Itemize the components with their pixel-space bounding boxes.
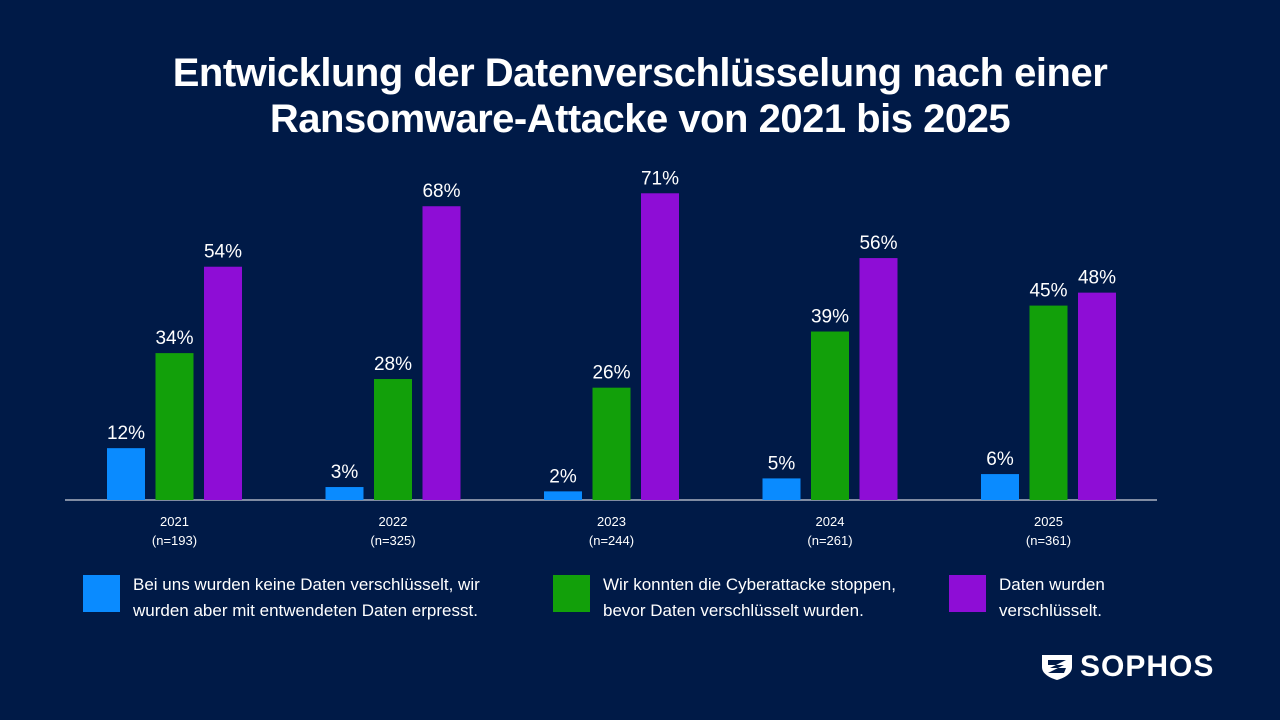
data-label-2022-extortion: 3%	[331, 462, 359, 483]
x-tick-sublabel-2024: (n=261)	[807, 533, 852, 548]
bar-2025-extortion	[981, 474, 1019, 500]
bar-chart: 12% 34% 54% 3% 28% 68% 2% 26% 71% 5% 39% 56% 6% 45% 48…	[65, 168, 1157, 548]
bar-2021-encrypted	[204, 266, 242, 500]
chart-title: Entwicklung der Datenverschlüsselung nac…	[0, 50, 1280, 142]
bar-2024-extortion	[762, 478, 801, 500]
chart-title-line-2: Ransomware-Attacke von 2021 bis 2025	[269, 97, 1011, 141]
bar-2022-encrypted	[422, 206, 461, 501]
bar-2021-extortion	[107, 448, 145, 500]
bar-2022-extortion	[325, 487, 364, 500]
x-tick-label-2022: 2022	[379, 514, 408, 529]
x-tick-label-2024: 2024	[816, 514, 845, 529]
bar-2023-encrypted	[641, 193, 679, 500]
x-tick-sublabel-2025: (n=361)	[1026, 533, 1071, 548]
data-label-2025-extortion: 6%	[986, 449, 1014, 470]
data-label-2024-extortion: 5%	[768, 453, 796, 474]
legend-item-encrypted: Daten wurden verschlüsselt.	[949, 572, 1105, 624]
data-label-2025-encrypted: 48%	[1078, 268, 1116, 289]
bars-group	[107, 193, 1116, 501]
data-label-2024-stopped: 39%	[811, 307, 849, 328]
bar-2023-extortion	[544, 491, 582, 500]
bar-2024-stopped	[811, 331, 849, 500]
legend-label: Daten wurden verschlüsselt.	[999, 575, 1105, 620]
data-label-2025-stopped: 45%	[1029, 281, 1067, 302]
x-tick-label-2023: 2023	[597, 514, 626, 529]
legend: Bei uns wurden keine Daten verschlüsselt…	[0, 572, 1280, 632]
data-label-2023-stopped: 26%	[592, 363, 630, 384]
legend-swatch-purple	[949, 575, 986, 612]
data-label-2022-stopped: 28%	[374, 354, 412, 375]
x-tick-sublabel-2021: (n=193)	[152, 533, 197, 548]
legend-label: Wir konnten die Cyberattacke stoppen, be…	[603, 575, 896, 620]
sophos-shield-icon	[1042, 655, 1072, 680]
sophos-logo: SOPHOS	[1040, 652, 1214, 682]
data-label-2024-encrypted: 56%	[859, 233, 897, 254]
bar-2022-stopped	[374, 379, 412, 500]
data-label-2021-extortion: 12%	[107, 423, 145, 444]
data-label-2021-stopped: 34%	[155, 328, 193, 349]
legend-label: Bei uns wurden keine Daten verschlüsselt…	[133, 575, 480, 620]
sophos-logo-text: SOPHOS	[1080, 650, 1215, 683]
bar-2025-encrypted	[1078, 292, 1116, 500]
legend-item-stopped: Wir konnten die Cyberattacke stoppen, be…	[553, 572, 896, 624]
category-labels-group: 2021 (n=193) 2022 (n=325) 2023 (n=244) 2024 (n=…	[152, 514, 1071, 548]
bar-2023-stopped	[592, 387, 631, 500]
x-tick-label-2025: 2025	[1034, 514, 1063, 529]
value-labels-group: 12% 34% 54% 3% 28% 68% 2% 26% 71% 5% 39% 56% 6% 45% 48…	[107, 168, 1116, 487]
data-label-2022-encrypted: 68%	[422, 181, 460, 202]
data-label-2021-encrypted: 54%	[204, 242, 242, 263]
chart-title-line-1: Entwicklung der Datenverschlüsselung nac…	[172, 51, 1108, 95]
bar-2024-encrypted	[859, 258, 898, 500]
bar-2021-stopped	[155, 353, 194, 500]
x-tick-label-2021: 2021	[160, 514, 189, 529]
x-tick-sublabel-2022: (n=325)	[370, 533, 415, 548]
bar-2025-stopped	[1029, 305, 1068, 500]
x-tick-sublabel-2023: (n=244)	[589, 533, 634, 548]
legend-swatch-blue	[83, 575, 120, 612]
legend-item-extortion: Bei uns wurden keine Daten verschlüsselt…	[83, 572, 480, 624]
data-label-2023-extortion: 2%	[549, 466, 577, 487]
data-label-2023-encrypted: 71%	[641, 168, 679, 189]
legend-swatch-green	[553, 575, 590, 612]
